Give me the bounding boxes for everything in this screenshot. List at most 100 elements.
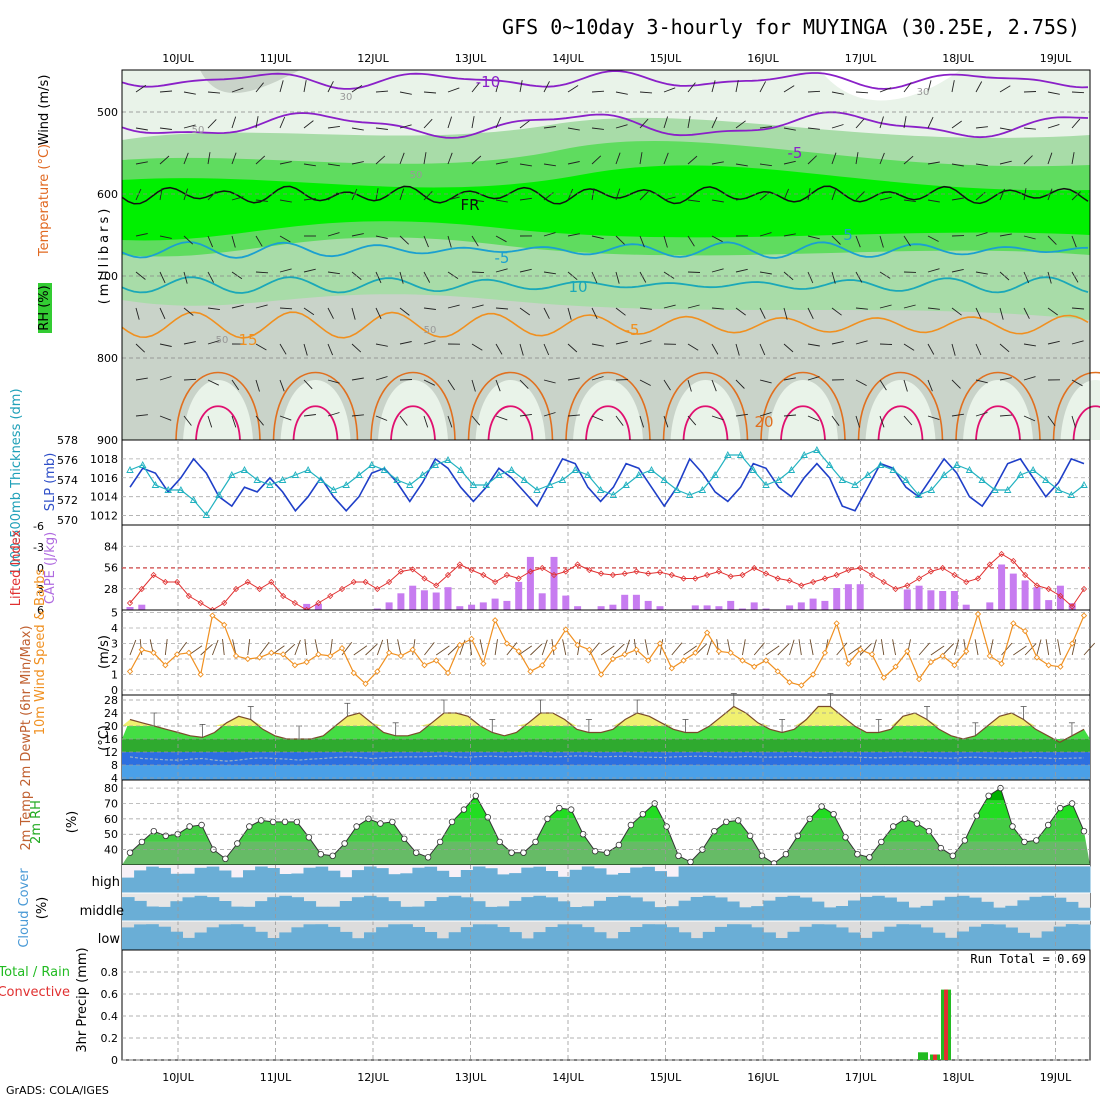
rh-marker [269,818,277,826]
isotherm-25-arc [780,405,826,441]
wind-barb [927,415,940,421]
wind-speed-marker [845,660,852,667]
cloud-bar [884,926,897,950]
wind-barb [663,152,669,165]
bottom-date-axis: 10JUL 11JUL 12JUL 13JUL 14JUL 15JUL 16JUL 17JUL… [162,1071,1072,1084]
wind-barb [639,415,645,428]
temp-label: 2m Temp 2m DewPt (6hr Min/Max) [19,625,34,850]
isotherm-20-arc [565,371,651,441]
li-tick-label: 0 [37,562,44,575]
wind-speed-marker [126,668,134,675]
rh-marker [568,806,575,813]
rh-marker [878,838,885,846]
cloud-bar [872,866,885,893]
wind-speed-marker [739,657,746,664]
rh-marker [1009,823,1016,830]
cape-bar [468,604,476,610]
lifted-index-marker [727,573,734,580]
top-date-label: 13JUL [455,52,487,65]
wind-barb [279,116,286,129]
slp-series [126,446,1088,518]
cape-bar [538,593,546,610]
wind-barb [735,163,748,167]
isotherm-label: 10 [568,278,587,296]
wind-barb [663,116,669,129]
wind-barb [615,152,621,165]
thickness-marker [367,461,376,468]
rh-marker [1044,821,1052,829]
lifted-index-marker [598,570,605,577]
cloud-level-low: low [98,932,121,947]
cloud-bar [448,895,462,921]
cloud-bar [521,867,534,893]
rh-label: 2m RH [29,800,44,844]
rh-marker [913,820,921,827]
wind-barb [951,197,964,201]
cloud-bar [908,907,922,921]
wind-speed-marker [268,649,275,656]
wind-barb [159,376,172,381]
lifted-index-marker [821,575,828,582]
wind-barb [711,379,717,392]
wind-barb-10m [930,645,945,656]
wind-barb [351,161,364,165]
wind-barb [999,377,1012,381]
cloud-bar [981,866,994,893]
isotherm-20-arc [370,371,456,441]
wind-barb [591,343,604,347]
wind-barb [615,340,628,345]
cape-bar [1033,587,1041,610]
wind-speed-marker [550,645,558,652]
isotherm-25-arc [682,405,729,441]
lifted-index-marker [1057,592,1064,600]
precip-tick-label: 0.2 [101,1032,119,1045]
wind-barb-10m [397,639,402,656]
rh-tick-label: 60 [104,813,118,826]
wind-barb [351,343,362,353]
wind-barb [207,91,221,94]
wind-barb [279,343,287,355]
lifted-index-marker [1010,557,1017,565]
wind-speed-marker [291,662,299,669]
wind-barb-10m [942,643,955,656]
wind-barb [399,152,405,165]
cloud-bar [727,901,740,921]
wind-speed-marker [480,660,487,667]
cape-bar [456,606,464,610]
cloud-bar [811,924,825,950]
wind-barb-10m [259,641,270,656]
wind-barb [591,90,605,93]
cloud-bar [606,874,619,893]
wind-barb [423,307,436,310]
bottom-date-label: 15JUL [650,1071,682,1084]
wind-barb [927,379,933,392]
top-date-label: 14JUL [552,52,584,65]
wind-barb [975,191,986,201]
precip-convective-bar [933,1054,937,1060]
cloud-bar [472,901,486,921]
cloud-bar [472,866,486,893]
cloud-bar [194,932,208,950]
wind-barb [855,271,863,283]
wind-barb [783,233,796,237]
wind-barb-10m [376,639,384,656]
cloud-bar [497,874,510,893]
wind-barb [303,268,316,273]
wind-barb [447,196,460,201]
cloud-bar [521,938,534,950]
wind-series [126,610,1096,689]
wind-label-text: 10m Wind Speed & Barbs [33,569,48,736]
lifted-index-marker [974,575,982,582]
wind-barb [303,343,308,356]
bottom-date-label: 10JUL [162,1071,194,1084]
wind-barb [1071,191,1081,201]
wind-barb-10m [562,639,567,656]
precip-series [918,989,951,1060]
cloud-bar [315,866,329,893]
cloud-bar [509,900,522,921]
cloud-bar [739,924,752,950]
cloud-bar [569,869,583,893]
lifted-index-marker [503,571,510,579]
isotherm-label: 30 [917,87,930,98]
